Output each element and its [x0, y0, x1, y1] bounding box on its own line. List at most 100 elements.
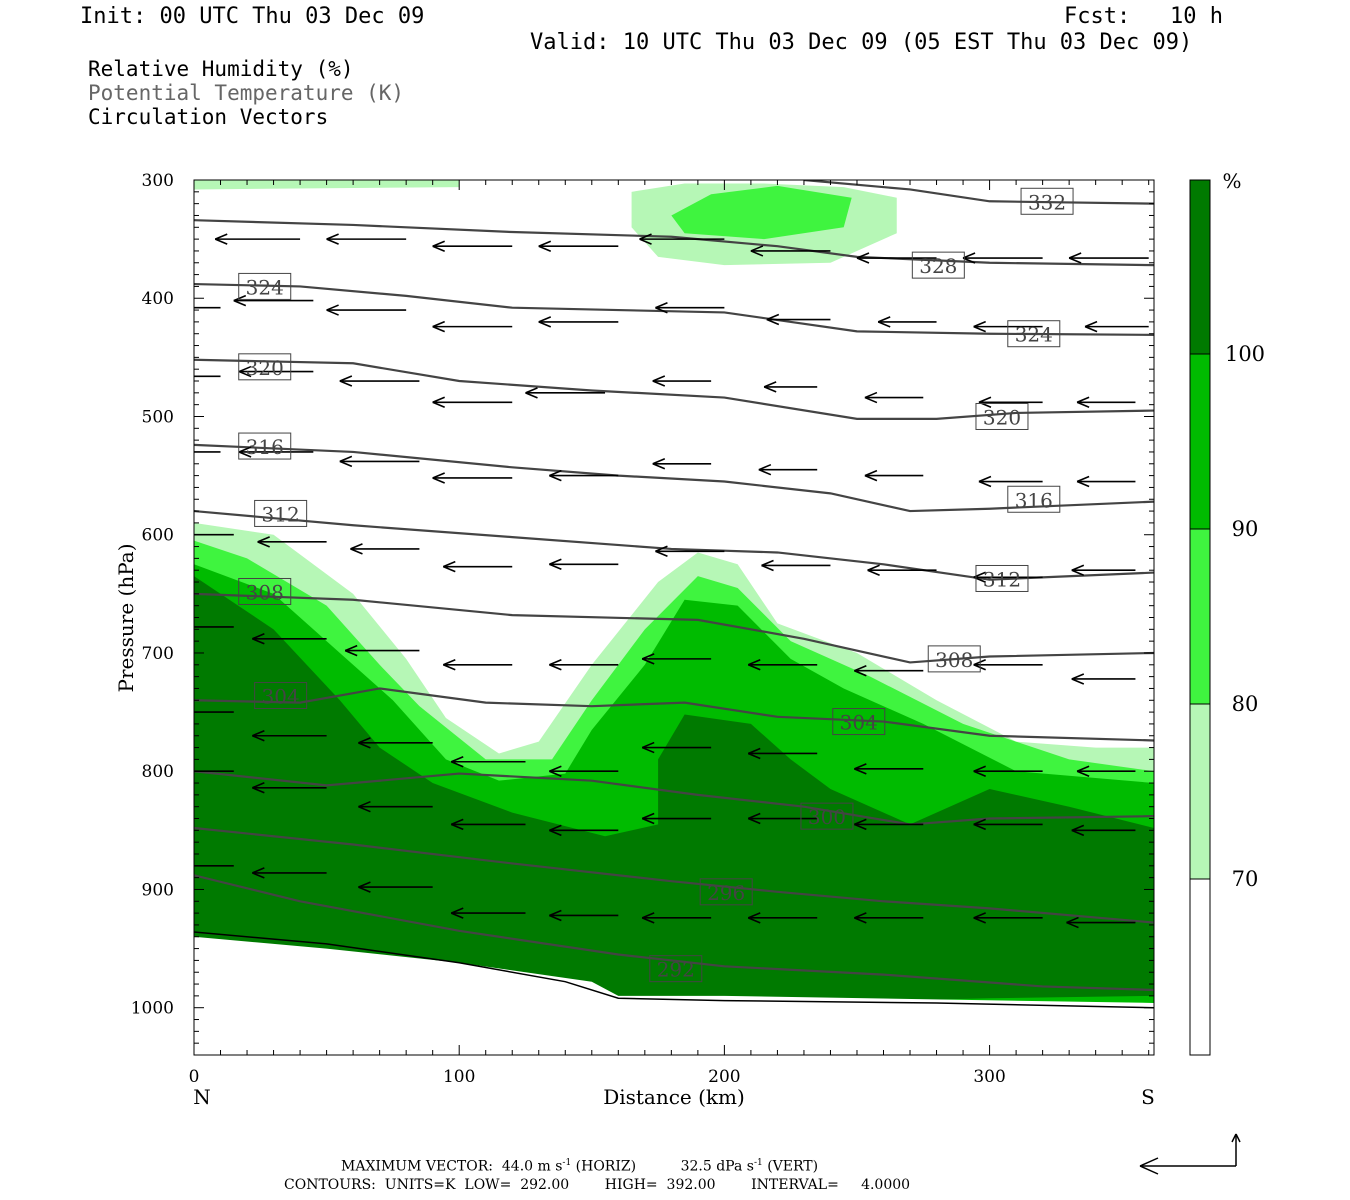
- wind-vector: [1076, 765, 1136, 777]
- theta-contour-292: [194, 874, 1154, 992]
- wind-vector: [233, 294, 314, 307]
- wind-vector: [747, 659, 818, 671]
- theta-label: 320: [238, 353, 292, 381]
- wind-vector: [747, 747, 818, 760]
- field-label-theta: Potential Temperature (K): [88, 81, 405, 105]
- wind-vector: [747, 912, 818, 924]
- theta-label-text: 324: [1015, 323, 1053, 347]
- wind-vector: [655, 301, 725, 314]
- theta-label: 312: [254, 499, 308, 527]
- y-axis-label: Pressure (hPa): [114, 544, 138, 693]
- x-tick-label: 0: [189, 1067, 200, 1087]
- theta-label: 312: [975, 564, 1029, 592]
- wind-vector: [339, 375, 420, 387]
- theta-label: 324: [1007, 320, 1061, 348]
- wind-vector: [652, 458, 712, 470]
- wind-vector: [1071, 564, 1136, 576]
- wind-vector: [1076, 396, 1136, 409]
- wind-vector: [1084, 320, 1149, 333]
- reference-vector-icon: [1139, 1133, 1241, 1175]
- colorbar-swatch: [1190, 354, 1210, 529]
- colorbar-swatch: [1190, 879, 1210, 1055]
- theta-contour-320: [194, 358, 1154, 420]
- theta-label-text: 308: [246, 580, 284, 604]
- max-vector-info: MAXIMUM VECTOR: 44.0 m s-1 (HORIZ) 32.5 …: [341, 1158, 819, 1175]
- wind-vector: [538, 240, 619, 252]
- wind-vector: [194, 306, 221, 309]
- wind-vector: [549, 659, 619, 671]
- theta-label-text: 320: [983, 405, 1021, 429]
- y-tick-label: 500: [142, 407, 174, 427]
- wind-vector: [877, 316, 937, 328]
- wind-vector: [761, 559, 831, 572]
- colorbar-unit: %: [1222, 169, 1241, 193]
- wind-vector: [442, 659, 513, 671]
- wind-vector: [450, 818, 526, 831]
- rh-region-100: [194, 576, 1154, 1003]
- north-end-label: N: [193, 1085, 211, 1109]
- y-tick-label: 700: [142, 644, 174, 664]
- wind-vector: [549, 824, 619, 837]
- wind-vector: [120, 241, 194, 251]
- max-vector-horiz-value: MAXIMUM VECTOR: 44.0 m s: [341, 1158, 563, 1175]
- theta-label: 304: [832, 708, 886, 736]
- colorbar-label: 90: [1232, 517, 1259, 541]
- theta-contour-304: [194, 687, 1154, 742]
- theta-label: 308: [238, 577, 292, 605]
- wind-vector: [252, 867, 327, 879]
- theta-label: 324: [238, 272, 292, 300]
- valid-time: Valid: 10 UTC Thu 03 Dec 09 (05 EST Thu …: [530, 30, 1193, 55]
- wind-vector: [549, 765, 619, 777]
- wind-vector: [854, 912, 924, 924]
- wind-vector: [641, 812, 712, 825]
- init-time: Init: 00 UTC Thu 03 Dec 09: [80, 4, 425, 29]
- wind-vector: [854, 664, 924, 677]
- wind-vector: [867, 564, 937, 576]
- colorbar: 100 90 80 70: [1189, 179, 1265, 1056]
- theta-label: 316: [1007, 485, 1061, 513]
- y-tick-label: 400: [142, 289, 174, 309]
- theta-label-text: 320: [246, 356, 284, 380]
- wind-vector: [1071, 824, 1136, 837]
- theta-label: 300: [800, 802, 854, 830]
- theta-contour-296: [194, 826, 1154, 924]
- forecast-hour: Fcst: 10 h: [1064, 4, 1223, 29]
- theta-label-text: 316: [1015, 488, 1053, 512]
- colorbar-label: 100: [1225, 342, 1265, 366]
- wind-vector: [854, 763, 924, 775]
- wind-vector: [1066, 916, 1136, 929]
- wind-vector: [344, 644, 420, 657]
- y-tick-label: 1000: [131, 999, 174, 1019]
- theta-contour-316: [194, 443, 1154, 513]
- wind-vector: [978, 475, 1043, 488]
- wind-vector: [194, 626, 234, 628]
- wind-vector: [358, 737, 433, 749]
- wind-vector: [450, 907, 526, 919]
- ground-line: [194, 931, 1154, 1009]
- wind-vector: [525, 387, 606, 399]
- wind-vector: [758, 463, 818, 476]
- wind-vector: [1068, 252, 1149, 264]
- theta-label-text: 312: [262, 502, 300, 526]
- wind-vector: [750, 245, 831, 257]
- wind-vector: [194, 451, 221, 453]
- wind-vector: [1076, 475, 1136, 488]
- wind-vector: [763, 381, 818, 393]
- colorbar-swatch: [1190, 180, 1210, 354]
- vector-layer: [120, 233, 1149, 929]
- wind-vector: [652, 375, 712, 387]
- wind-vector: [864, 469, 924, 482]
- wind-vector: [432, 472, 513, 484]
- wind-vector: [358, 800, 433, 813]
- theta-contour-300: [194, 770, 1154, 826]
- wind-vector: [326, 233, 407, 245]
- wind-vector: [973, 912, 1043, 924]
- wind-vector: [252, 782, 327, 794]
- wind-vector: [641, 741, 712, 754]
- y-tick-label: 900: [142, 880, 174, 900]
- theta-label: 332: [1020, 187, 1074, 215]
- theta-label-text: 308: [935, 648, 973, 672]
- theta-label-text: 296: [707, 881, 745, 905]
- theta-label-text: 328: [919, 254, 957, 278]
- wind-vector: [432, 320, 513, 333]
